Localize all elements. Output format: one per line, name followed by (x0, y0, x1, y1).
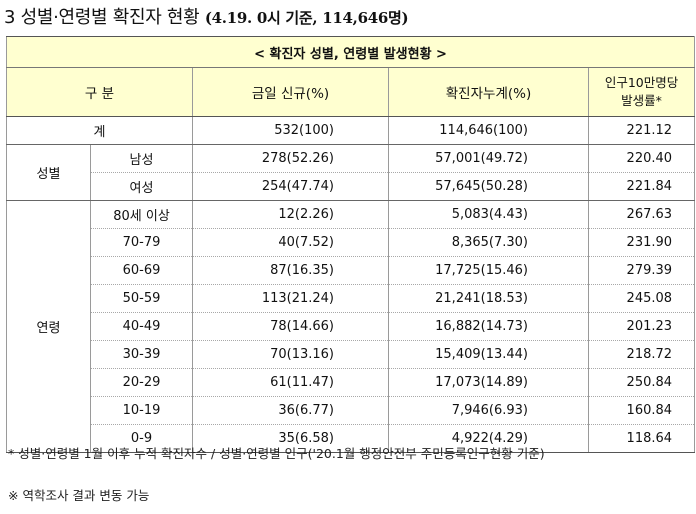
cell-new-today: 113(21.24) (192, 284, 389, 313)
cell-new-today: 40(7.52) (192, 228, 389, 257)
header-new-today: 금일 신규(%) (192, 67, 389, 117)
cases-table: < 확진자 성별, 연령별 발생현황 > 구 분 금일 신규(%) 확진자누계(… (5, 36, 696, 453)
table-row: 70-79 40(7.52) 8,365(7.30) 231.90 (7, 228, 696, 257)
cell-rate: 231.90 (587, 228, 696, 257)
table-row-total: 계 532(100) 114,646(100) 221.12 (6, 116, 696, 145)
heading-basis: (4.19. 0시 기준, 114,646명) (204, 9, 409, 27)
table-row: 여성 254(47.74) 57,645(50.28) 221.84 (7, 172, 696, 201)
cell-new-today: 35(6.58) (192, 424, 389, 453)
header-category: 구 분 (6, 67, 193, 117)
row-label: 여성 (90, 172, 193, 201)
cell-cumulative: 8,365(7.30) (388, 228, 589, 257)
table-row: 성별 남성 278(52.26) 57,001(49.72) 220.40 (6, 144, 696, 201)
row-label: 10-19 (90, 396, 193, 425)
row-label-total: 계 (6, 116, 193, 145)
table-row: 연령 80세 이상 12(2.26) 5,083(4.43) 267.63 (6, 200, 696, 453)
table-row: 30-39 70(13.16) 15,409(13.44) 218.72 (7, 340, 696, 369)
cell-rate: 218.72 (587, 340, 696, 369)
header-cumulative: 확진자누계(%) (388, 67, 589, 117)
table-row: 40-49 78(14.66) 16,882(14.73) 201.23 (7, 312, 696, 341)
table-row: 20-29 61(11.47) 17,073(14.89) 250.84 (7, 368, 696, 397)
row-label: 30-39 (90, 340, 193, 369)
table-row: 60-69 87(16.35) 17,725(15.46) 279.39 (7, 256, 696, 285)
cell-new-today: 254(47.74) (192, 172, 389, 201)
row-label: 70-79 (90, 228, 193, 257)
cell-cumulative: 17,725(15.46) (388, 256, 589, 285)
cell-cumulative: 5,083(4.43) (388, 200, 589, 229)
section-heading: 3 성별·연령별 확진자 현황 (4.19. 0시 기준, 114,646명) (4, 4, 409, 32)
footnote-disclaimer: ※ 역학조사 결과 변동 가능 (8, 488, 150, 503)
table-row: 50-59 113(21.24) 21,241(18.53) 245.08 (7, 284, 696, 313)
cell-rate: 250.84 (587, 368, 696, 397)
cell-cumulative: 114,646(100) (388, 116, 589, 145)
cell-rate: 267.63 (587, 200, 696, 229)
row-label: 0-9 (90, 424, 193, 453)
table-header-row: 구 분 금일 신규(%) 확진자누계(%) 인구10만명당 발생률* (6, 67, 696, 117)
row-label: 50-59 (90, 284, 193, 313)
cell-cumulative: 57,645(50.28) (388, 172, 589, 201)
cell-rate: 279.39 (587, 256, 696, 285)
table-row: 0-9 35(6.58) 4,922(4.29) 118.64 (7, 424, 696, 453)
cell-new-today: 61(11.47) (192, 368, 389, 397)
group-label-age: 연령 (6, 200, 91, 453)
footnote-population: * 성별·연령별 1월 이후 누적 확진자수 / 성별·연령별 인구('20.1… (8, 446, 545, 461)
header-rate-line2: 발생률* (621, 93, 662, 108)
table-title-row: < 확진자 성별, 연령별 발생현황 > (5, 36, 696, 68)
cell-new-today: 36(6.77) (192, 396, 389, 425)
table-title: < 확진자 성별, 연령별 발생현황 > (5, 36, 696, 68)
row-label: 20-29 (90, 368, 193, 397)
heading-title: 3 성별·연령별 확진자 현황 (4, 7, 205, 28)
cell-new-today: 87(16.35) (192, 256, 389, 285)
cell-cumulative: 16,882(14.73) (388, 312, 589, 341)
cell-new-today: 70(13.16) (192, 340, 389, 369)
row-label: 40-49 (90, 312, 193, 341)
cell-new-today: 278(52.26) (192, 144, 389, 173)
cell-rate: 221.84 (587, 172, 696, 201)
header-rate: 인구10만명당 발생률* (587, 67, 696, 117)
cell-cumulative: 17,073(14.89) (388, 368, 589, 397)
cell-rate: 221.12 (587, 116, 696, 145)
header-rate-line1: 인구10만명당 (604, 75, 679, 90)
cell-new-today: 12(2.26) (192, 200, 389, 229)
cell-rate: 160.84 (587, 396, 696, 425)
cell-rate: 201.23 (587, 312, 696, 341)
cell-rate: 220.40 (587, 144, 696, 173)
cell-rate: 118.64 (587, 424, 696, 453)
cell-cumulative: 7,946(6.93) (388, 396, 589, 425)
table-row: 10-19 36(6.77) 7,946(6.93) 160.84 (7, 396, 696, 425)
cell-cumulative: 57,001(49.72) (388, 144, 589, 173)
row-label: 80세 이상 (90, 200, 193, 229)
cell-new-today: 532(100) (192, 116, 389, 145)
row-label: 남성 (90, 144, 193, 173)
cell-rate: 245.08 (587, 284, 696, 313)
row-label: 60-69 (90, 256, 193, 285)
cell-cumulative: 15,409(13.44) (388, 340, 589, 369)
cell-cumulative: 21,241(18.53) (388, 284, 589, 313)
cell-new-today: 78(14.66) (192, 312, 389, 341)
group-label-sex: 성별 (6, 144, 91, 201)
